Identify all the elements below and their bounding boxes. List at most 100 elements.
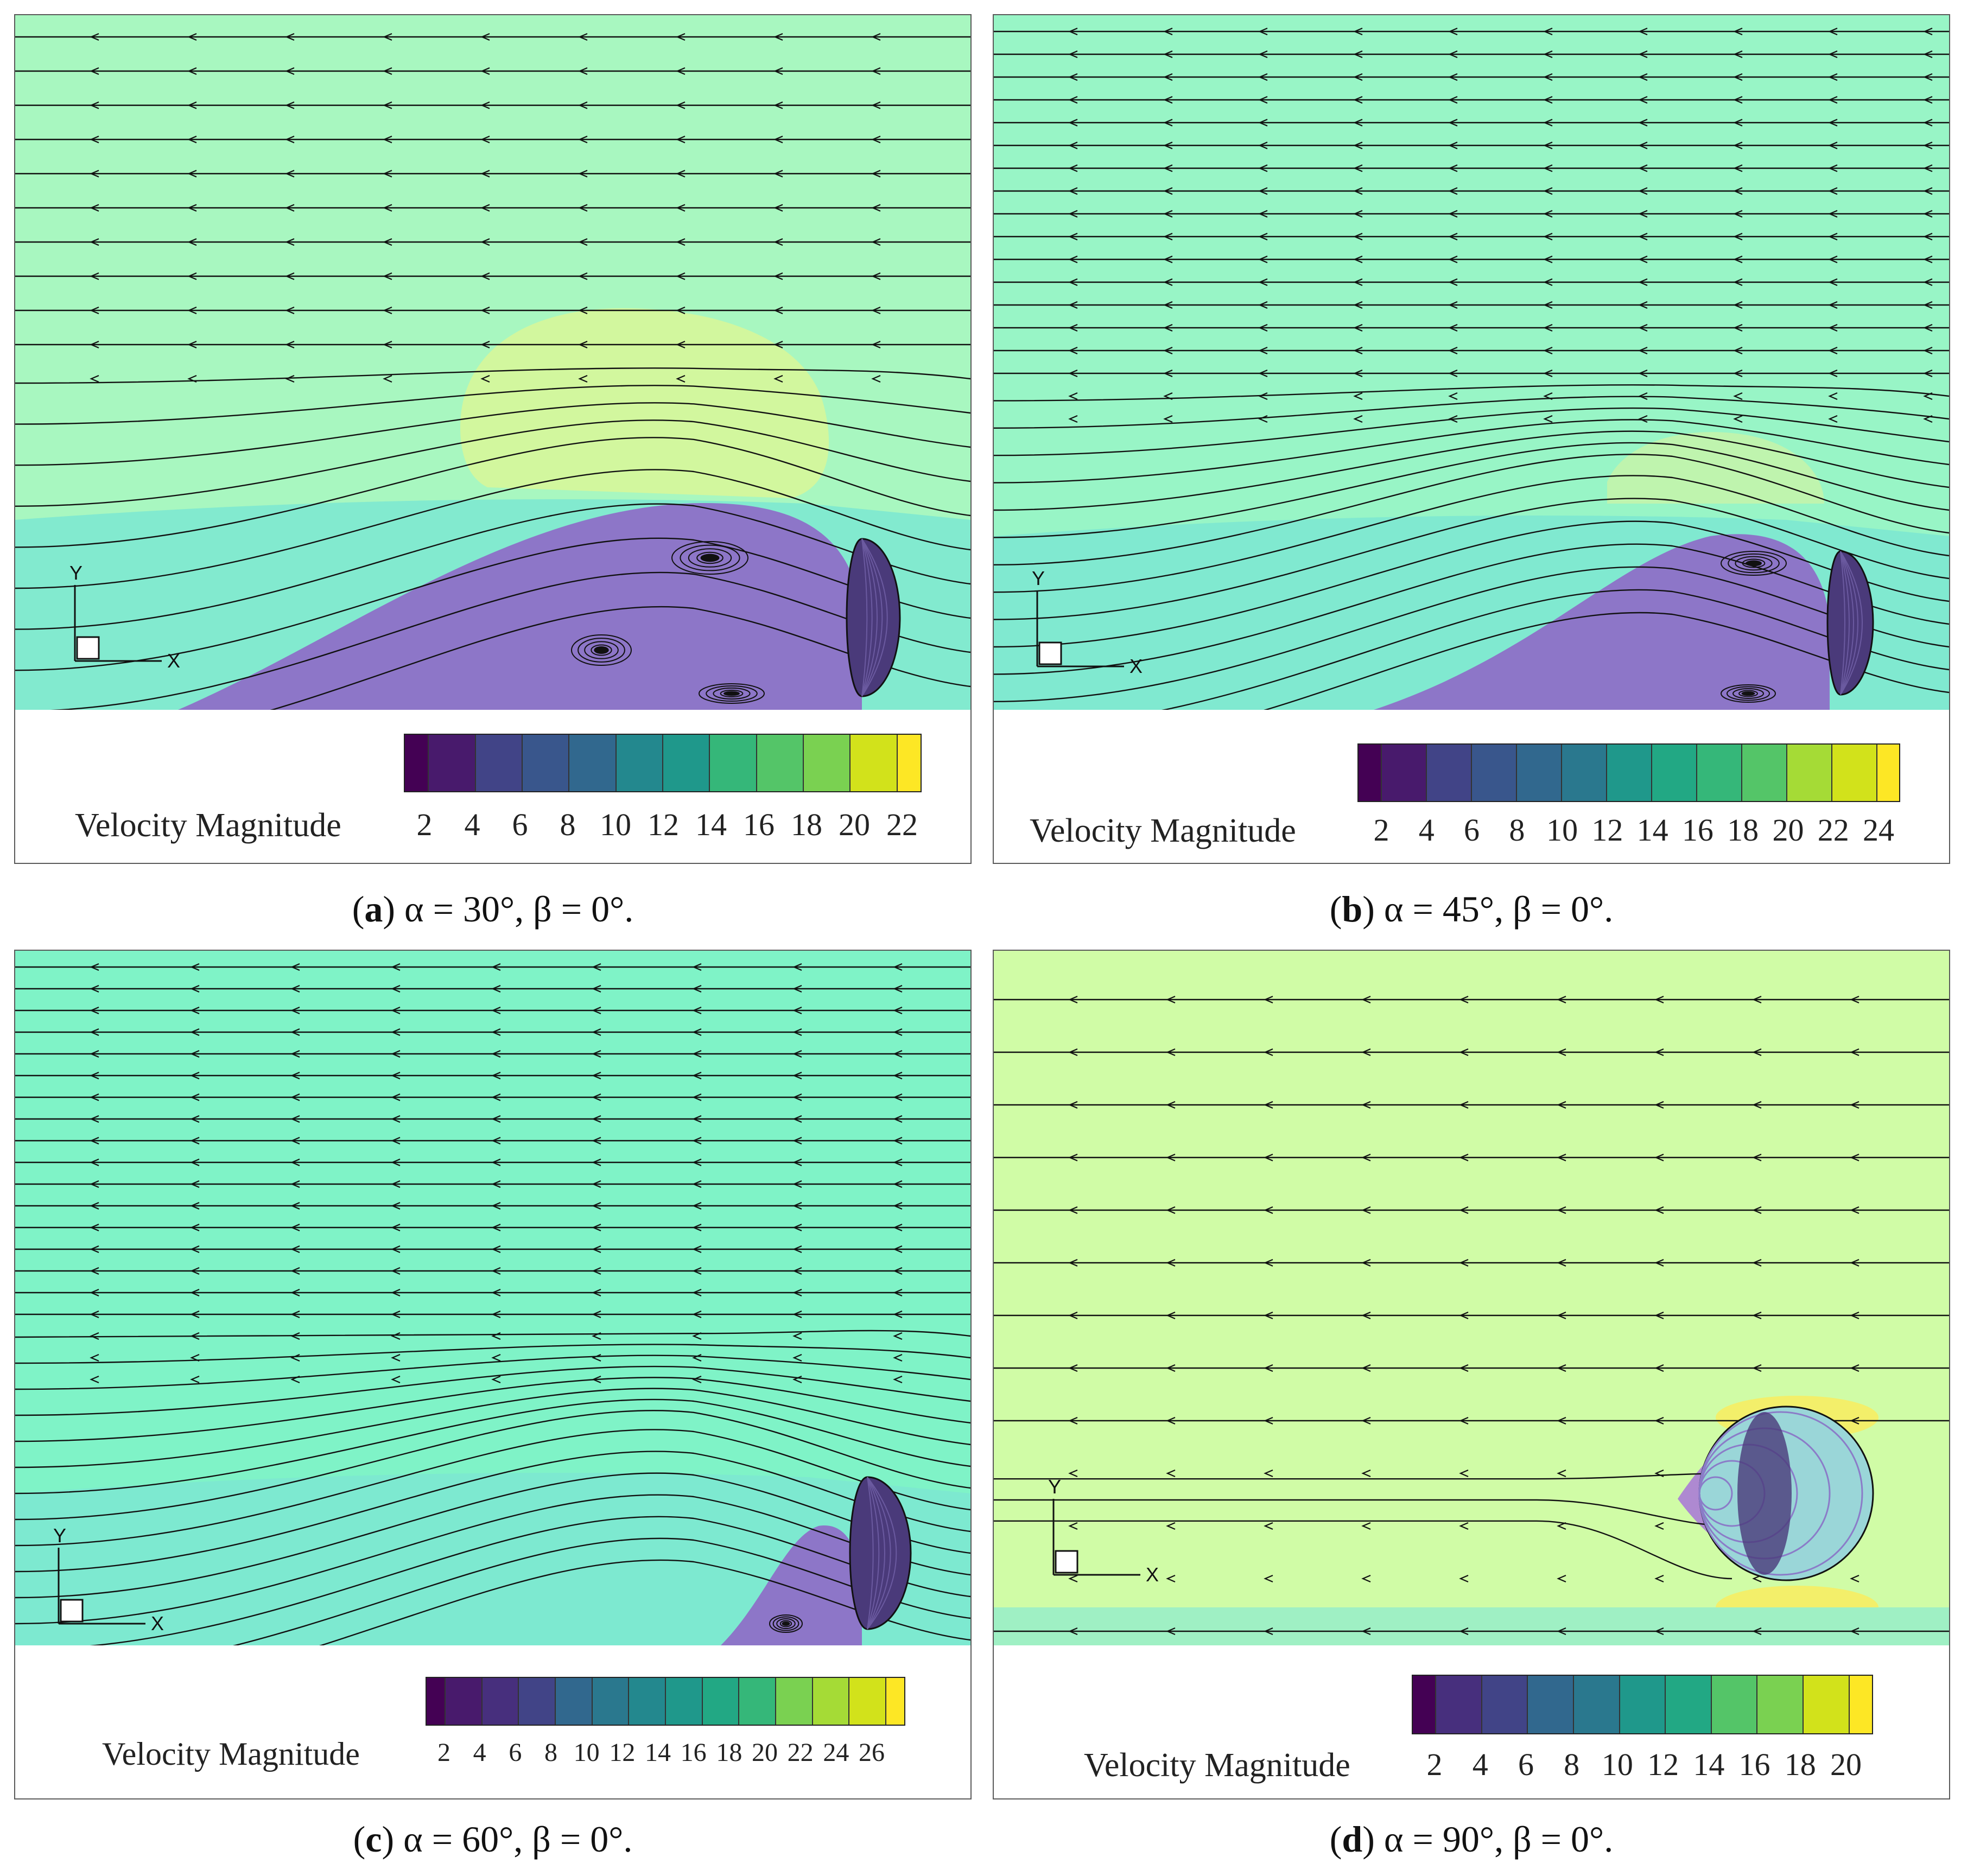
streamline-arrow bbox=[1068, 392, 1078, 400]
streamline-arrow bbox=[90, 33, 99, 41]
streamline-arrow bbox=[391, 1288, 401, 1297]
streamline-arrow bbox=[1654, 1627, 1664, 1636]
streamline-arrow bbox=[792, 1180, 802, 1188]
streamline-arrow bbox=[1361, 1574, 1371, 1583]
streamline-arrow bbox=[90, 1050, 99, 1058]
streamline-arrow bbox=[1264, 1311, 1273, 1320]
streamline-arrow bbox=[1733, 301, 1743, 309]
surface-grid-line bbox=[861, 538, 868, 697]
colorbar-tick-label: 10 bbox=[1601, 1747, 1633, 1782]
vortex-ring bbox=[1738, 690, 1758, 697]
streamline-arrow bbox=[692, 1180, 702, 1188]
streamline-arrow bbox=[1459, 1258, 1469, 1267]
streamline-arrow bbox=[1923, 278, 1933, 287]
streamline-arrow bbox=[190, 1201, 200, 1210]
streamline-arrow bbox=[1654, 1469, 1664, 1478]
streamline-arrow bbox=[1163, 141, 1173, 150]
streamline-arrow bbox=[792, 1093, 802, 1102]
colorbar-swatch bbox=[776, 1678, 813, 1725]
streamline-arrow bbox=[1557, 1416, 1566, 1425]
streamline-arrow bbox=[792, 984, 802, 993]
colorbar-title: Velocity Magnitude bbox=[1030, 812, 1296, 849]
streamline-arrow bbox=[491, 1115, 501, 1123]
streamline-arrow bbox=[1068, 301, 1078, 309]
streamline-arrow bbox=[676, 101, 686, 110]
colorbar-swatch bbox=[629, 1678, 666, 1725]
streamline-arrow bbox=[893, 963, 903, 971]
streamline-arrow bbox=[90, 1006, 99, 1015]
streamline-arrow bbox=[1557, 1364, 1566, 1372]
streamline-arrow bbox=[676, 33, 686, 41]
colorbar-tick-label: 20 bbox=[1772, 812, 1804, 848]
vortex-ring bbox=[769, 1614, 803, 1633]
streamline bbox=[15, 1410, 970, 1521]
streamline-arrow bbox=[592, 984, 601, 993]
colorbar-tick-label: 8 bbox=[560, 807, 576, 842]
streamline-arrow bbox=[871, 272, 881, 281]
streamline-arrow bbox=[578, 33, 588, 41]
axis-triad bbox=[58, 1548, 145, 1625]
colorbar-swatch bbox=[592, 1678, 630, 1725]
streamline-arrow bbox=[1459, 1522, 1469, 1530]
streamline-arrow bbox=[1258, 50, 1268, 59]
streamline-arrow bbox=[290, 1093, 300, 1102]
streamline-arrow bbox=[90, 238, 99, 246]
streamline bbox=[994, 396, 1949, 429]
streamline-arrow bbox=[592, 1093, 601, 1102]
streamline-arrow bbox=[578, 306, 588, 315]
streamline bbox=[15, 437, 970, 548]
streamline-arrow bbox=[1258, 96, 1268, 104]
streamline-arrow bbox=[578, 272, 588, 281]
surface-grid-line bbox=[1698, 1411, 1863, 1576]
streamline-arrow bbox=[692, 1375, 702, 1384]
streamline-arrow bbox=[1733, 73, 1743, 81]
streamline-arrow bbox=[290, 1267, 300, 1275]
streamline-arrow bbox=[290, 1180, 300, 1188]
streamline-arrow bbox=[1068, 1364, 1078, 1372]
streamline-arrow bbox=[1733, 141, 1743, 150]
streamline-arrow bbox=[383, 169, 392, 178]
axis-y-label: Y bbox=[1032, 567, 1045, 589]
axis-z-box bbox=[76, 636, 100, 660]
colorbar-swatch bbox=[665, 1678, 703, 1725]
surface-grid-line bbox=[1840, 551, 1863, 695]
streamline-arrow bbox=[792, 1201, 802, 1210]
streamline-arrow bbox=[1543, 232, 1553, 241]
streamline-arrow bbox=[90, 306, 99, 315]
streamline-arrow bbox=[1850, 1258, 1860, 1267]
streamline-arrow bbox=[480, 306, 490, 315]
streamline-arrow bbox=[285, 306, 295, 315]
streamline-arrow bbox=[773, 306, 783, 315]
colorbar-tick-label: 26 bbox=[859, 1738, 885, 1767]
streamline-arrow bbox=[290, 1071, 300, 1080]
streamline-arrow bbox=[1828, 255, 1838, 264]
colorbar-swatch bbox=[1877, 745, 1899, 801]
vortex-ring bbox=[571, 634, 632, 666]
streamline-arrow bbox=[290, 1288, 300, 1297]
streamline-arrow bbox=[190, 1071, 200, 1080]
streamline-arrow bbox=[1923, 50, 1933, 59]
streamline-arrow bbox=[578, 101, 588, 110]
streamline-arrow bbox=[1258, 209, 1268, 218]
streamline-arrow bbox=[676, 169, 686, 178]
vortex-core bbox=[724, 691, 740, 696]
vortex-core bbox=[594, 646, 609, 654]
streamline-arrow bbox=[578, 204, 588, 212]
colorbar-tick-label: 2 bbox=[437, 1738, 450, 1767]
streamline-arrow bbox=[1850, 1153, 1860, 1162]
streamline-arrow bbox=[592, 1353, 601, 1362]
streamline-arrow bbox=[90, 1310, 99, 1319]
streamline-arrow bbox=[1264, 1206, 1273, 1214]
streamline-arrow bbox=[871, 135, 881, 144]
streamline-arrow bbox=[578, 135, 588, 144]
colorbar-tick-label: 16 bbox=[680, 1738, 707, 1767]
streamline-arrow bbox=[792, 1006, 802, 1015]
colorbar-swatch bbox=[522, 735, 570, 791]
streamline-arrow bbox=[187, 340, 197, 349]
streamline-arrow bbox=[676, 272, 686, 281]
colorbar-tick-label: 16 bbox=[743, 807, 775, 842]
streamline-arrow bbox=[792, 1353, 802, 1362]
streamline-arrow bbox=[1166, 1364, 1176, 1372]
streamline-arrow bbox=[1361, 1258, 1371, 1267]
